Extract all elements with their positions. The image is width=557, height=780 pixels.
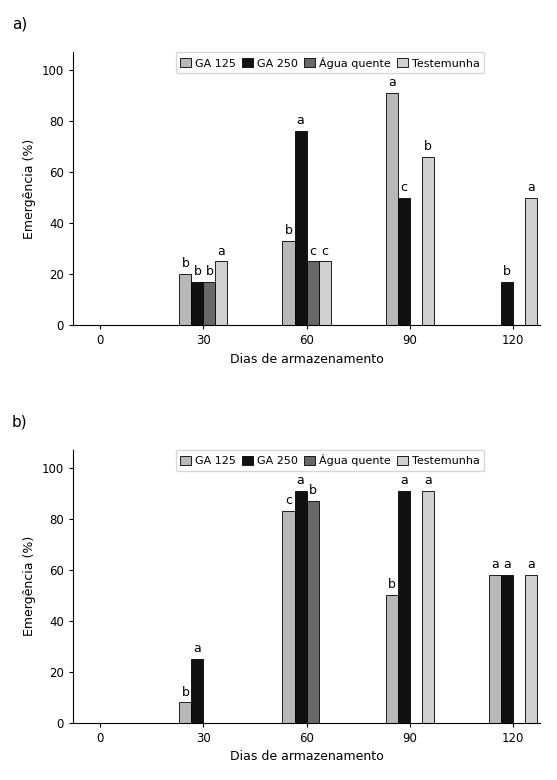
Text: c: c — [321, 244, 328, 257]
Bar — [295, 491, 306, 723]
Bar — [422, 157, 434, 325]
Text: a: a — [297, 473, 305, 487]
Bar — [192, 282, 203, 325]
Bar — [216, 261, 227, 325]
Bar — [179, 274, 192, 325]
Text: c: c — [309, 244, 316, 257]
Bar — [295, 131, 306, 325]
Bar — [488, 575, 501, 723]
Legend: GA 125, GA 250, Água quente, Testemunha: GA 125, GA 250, Água quente, Testemunha — [176, 450, 484, 471]
Text: b: b — [309, 484, 316, 497]
Bar — [282, 511, 295, 723]
Text: b: b — [503, 265, 511, 278]
Bar — [203, 282, 216, 325]
Text: b: b — [193, 265, 201, 278]
Y-axis label: Emergência (%): Emergência (%) — [23, 139, 36, 239]
Text: a: a — [297, 115, 305, 127]
Y-axis label: Emergência (%): Emergência (%) — [23, 536, 36, 636]
Bar — [306, 501, 319, 723]
Bar — [282, 241, 295, 325]
Text: a: a — [400, 473, 408, 487]
Bar — [501, 282, 513, 325]
Text: b): b) — [12, 414, 28, 429]
Text: a: a — [491, 558, 499, 571]
Text: c: c — [285, 495, 292, 507]
Text: a: a — [388, 76, 395, 89]
Text: b: b — [206, 265, 213, 278]
Bar — [422, 491, 434, 723]
Text: b: b — [388, 579, 395, 591]
Bar — [179, 702, 192, 723]
Bar — [525, 197, 537, 325]
Text: b: b — [182, 257, 189, 270]
Text: a: a — [424, 473, 432, 487]
Text: b: b — [424, 140, 432, 153]
Text: a: a — [527, 181, 535, 193]
Bar — [525, 575, 537, 723]
Legend: GA 125, GA 250, Água quente, Testemunha: GA 125, GA 250, Água quente, Testemunha — [176, 52, 484, 73]
Bar — [501, 575, 513, 723]
Bar — [385, 93, 398, 325]
Text: c: c — [400, 181, 407, 193]
Bar — [398, 197, 410, 325]
X-axis label: Dias de armazenamento: Dias de armazenamento — [229, 750, 383, 764]
Bar — [398, 491, 410, 723]
Text: b: b — [285, 224, 292, 237]
X-axis label: Dias de armazenamento: Dias de armazenamento — [229, 353, 383, 366]
Text: a: a — [193, 642, 201, 655]
Text: a: a — [503, 558, 511, 571]
Bar — [306, 261, 319, 325]
Text: a: a — [218, 244, 226, 257]
Text: b: b — [182, 686, 189, 699]
Bar — [319, 261, 331, 325]
Bar — [192, 659, 203, 723]
Bar — [385, 595, 398, 723]
Text: a): a) — [12, 16, 27, 32]
Text: a: a — [527, 558, 535, 571]
